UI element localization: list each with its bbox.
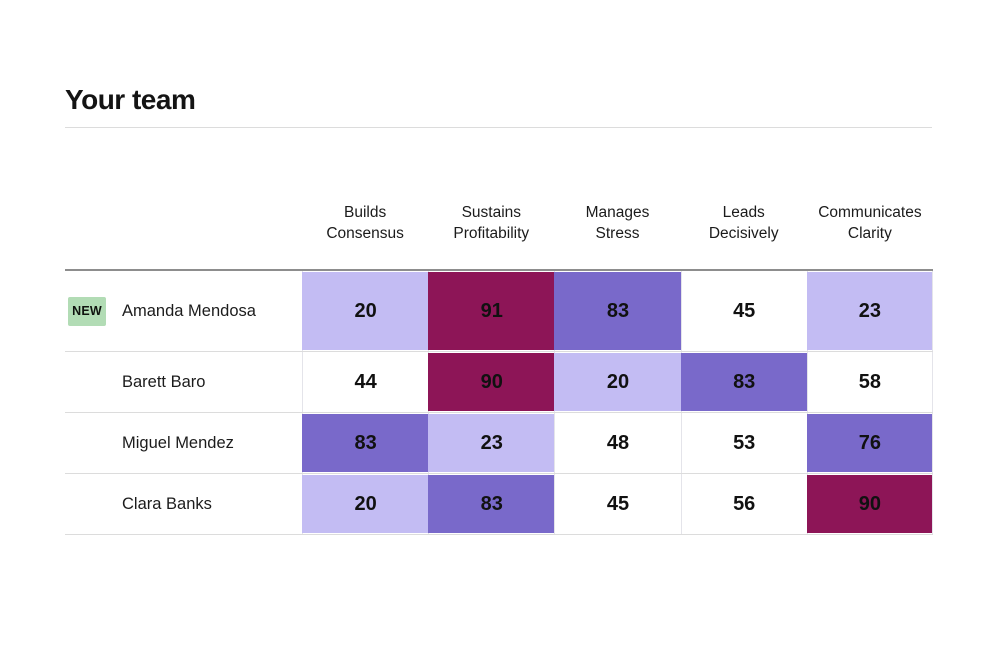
score-cell: 23: [806, 271, 933, 351]
column-header: Communicates Clarity: [818, 204, 922, 242]
score-value: 91: [480, 299, 503, 322]
score-cell: 20: [302, 271, 429, 351]
column-header: Sustains Profitability: [453, 204, 530, 242]
member-name: Barett Baro: [122, 372, 206, 391]
score-cell: 90: [428, 352, 555, 412]
score-cell: 83: [302, 413, 429, 473]
score-value: 58: [858, 370, 882, 393]
score-cell-fill: [806, 414, 932, 472]
score-cell-fill: [302, 475, 429, 533]
score-value: 83: [733, 370, 756, 393]
table-body: NEW Amanda Mendosa 20 91 83 45 23 Barett Baro 44…: [65, 269, 933, 535]
score-value: 83: [354, 431, 377, 454]
score-value: 90: [480, 370, 503, 393]
score-cell: 45: [680, 271, 807, 351]
score-value: 23: [858, 299, 882, 322]
score-cell: 20: [554, 352, 681, 412]
score-cell: 48: [554, 413, 680, 473]
member-name: Clara Banks: [122, 494, 212, 513]
score-value: 23: [480, 431, 503, 454]
score-value: 48: [606, 431, 630, 454]
score-cell-fill: [302, 272, 429, 350]
score-cell-fill: [428, 272, 555, 350]
table-row: Clara Banks 20 83 45 56 90: [65, 474, 933, 535]
score-cell: 44: [302, 352, 428, 412]
score-value: 45: [606, 492, 630, 515]
score-value: 44: [354, 370, 377, 393]
member-name-cell[interactable]: Miguel Mendez: [65, 413, 302, 473]
score-cell-fill: [680, 353, 807, 411]
table-row: Miguel Mendez 83 23 48 53 76: [65, 413, 933, 474]
score-cell: 83: [680, 352, 807, 412]
score-cell: 53: [680, 413, 807, 473]
score-value: 20: [354, 492, 377, 515]
member-name: Miguel Mendez: [122, 433, 234, 452]
score-value: 76: [858, 431, 882, 454]
score-cell: 76: [806, 413, 933, 473]
badge-slot: NEW: [68, 296, 106, 326]
score-value: 45: [733, 299, 756, 322]
table-row: Barett Baro 44 90 20 83 58: [65, 352, 933, 413]
score-value: 53: [733, 431, 756, 454]
member-name-cell[interactable]: NEW Amanda Mendosa: [65, 271, 302, 351]
score-cell: 23: [428, 413, 555, 473]
score-cell: 58: [806, 352, 933, 412]
new-badge: NEW: [68, 296, 106, 326]
score-cell: 83: [554, 271, 681, 351]
score-value: 20: [606, 370, 630, 393]
member-name: Amanda Mendosa: [122, 301, 256, 320]
score-cell-fill: [428, 353, 555, 411]
column-header: Builds Consensus: [326, 204, 404, 242]
page-title: Your team: [65, 84, 196, 115]
score-value: 56: [733, 492, 756, 515]
score-cell-fill: [428, 475, 555, 533]
score-cell-fill: [806, 272, 932, 350]
table-row: NEW Amanda Mendosa 20 91 83 45 23: [65, 271, 933, 352]
team-heatmap-table: Builds Consensus Sustains Profitability Ma…: [65, 196, 933, 535]
score-cell-fill: [428, 414, 555, 472]
score-cell: 83: [428, 474, 555, 534]
score-value: 83: [480, 492, 503, 515]
score-cell: 20: [302, 474, 429, 534]
score-value: 90: [858, 492, 882, 515]
score-cell-fill: [806, 475, 932, 533]
header-row: Builds Consensus Sustains Profitability Ma…: [65, 196, 933, 269]
header-name-spacer: [65, 202, 302, 269]
score-cell-fill: [554, 272, 681, 350]
score-cell: 45: [554, 474, 680, 534]
member-name-cell[interactable]: Clara Banks: [65, 474, 302, 534]
title-divider: [65, 127, 932, 128]
column-header: Manages Stress: [585, 204, 650, 242]
score-value: 83: [606, 299, 630, 322]
score-cell: 90: [806, 474, 933, 534]
score-cell: 91: [428, 271, 555, 351]
column-header: Leads Decisively: [708, 204, 779, 242]
score-cell-fill: [554, 353, 681, 411]
score-cell: 56: [680, 474, 807, 534]
score-value: 20: [354, 299, 377, 322]
score-cell-fill: [302, 414, 429, 472]
member-name-cell[interactable]: Barett Baro: [65, 352, 302, 412]
